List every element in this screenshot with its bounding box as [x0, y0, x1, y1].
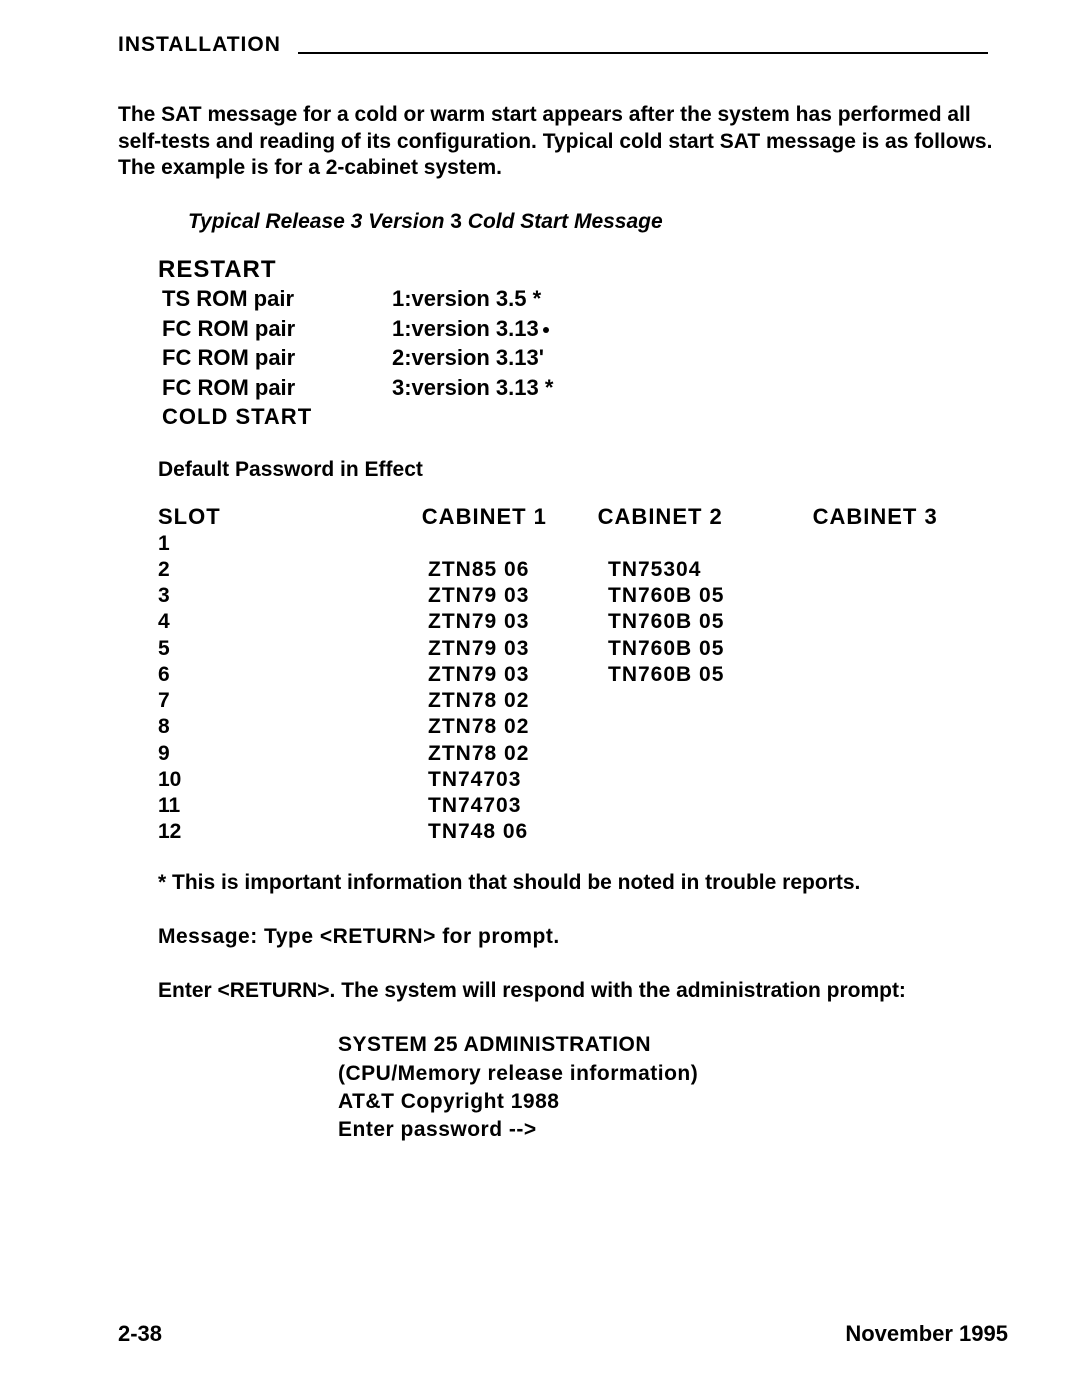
slot-num: 5: [158, 636, 428, 662]
slot-c2: TN760B 05: [608, 609, 828, 635]
table-row: 2ZTN85 06TN75304: [158, 557, 1008, 583]
table-row: 1: [158, 531, 1008, 557]
admin-line: Enter password -->: [338, 1117, 1008, 1143]
subtitle: Typical Release 3 Version 3 Cold Start M…: [188, 209, 1008, 235]
slot-c2: [608, 688, 828, 714]
restart-block: RESTART TS ROM pair 1:version 3.5 * FC R…: [158, 255, 1008, 433]
message-line: Message: Type <RETURN> for prompt.: [158, 924, 1008, 950]
restart-table: TS ROM pair 1:version 3.5 * FC ROM pair …: [162, 285, 553, 433]
slot-num: 1: [158, 531, 428, 557]
slot-c2: TN760B 05: [608, 636, 828, 662]
slot-c2: [608, 767, 828, 793]
table-row: 10TN74703: [158, 767, 1008, 793]
restart-value: 3:version 3.13 *: [392, 374, 553, 404]
restart-footer: COLD START: [162, 403, 392, 433]
slot-num: 8: [158, 714, 428, 740]
section-title: INSTALLATION: [118, 32, 291, 58]
table-row: 7ZTN78 02: [158, 688, 1008, 714]
col-header: CABINET 2: [598, 503, 813, 531]
slot-c1: ZTN85 06: [428, 557, 608, 583]
slot-num: 11: [158, 793, 428, 819]
page-footer: 2-38 November 1995: [118, 1320, 1008, 1348]
table-row: 12TN748 06: [158, 819, 1008, 845]
slot-num: 6: [158, 662, 428, 688]
slot-c1: ZTN79 03: [428, 662, 608, 688]
default-password-line: Default Password in Effect: [158, 457, 1008, 483]
document-page: INSTALLATION The SAT message for a cold …: [0, 0, 1080, 1395]
enter-line: Enter <RETURN>. The system will respond …: [158, 978, 1008, 1004]
slot-num: 12: [158, 819, 428, 845]
slot-num: 3: [158, 583, 428, 609]
admin-block: SYSTEM 25 ADMINISTRATION (CPU/Memory rel…: [338, 1032, 1008, 1143]
slot-c2: [608, 741, 828, 767]
col-header: CABINET 1: [422, 503, 598, 531]
footnote: * This is important information that sho…: [158, 870, 1008, 896]
restart-label: TS ROM pair: [162, 285, 392, 315]
slot-num: 10: [158, 767, 428, 793]
bullet-icon: [543, 327, 549, 333]
slot-c1: TN74703: [428, 767, 608, 793]
footer-date: November 1995: [845, 1320, 1008, 1348]
page-number: 2-38: [118, 1320, 162, 1348]
table-row: 3ZTN79 03TN760B 05: [158, 583, 1008, 609]
header-rule: [298, 52, 988, 54]
slot-c1: TN74703: [428, 793, 608, 819]
table-row: 11TN74703: [158, 793, 1008, 819]
slot-c1: ZTN78 02: [428, 741, 608, 767]
slot-num: 2: [158, 557, 428, 583]
slot-c2: [608, 819, 828, 845]
table-row: 4ZTN79 03TN760B 05: [158, 609, 1008, 635]
slot-table: SLOT CABINET 1 CABINET 2 CABINET 3 1 2ZT…: [158, 503, 1008, 846]
table-row: FC ROM pair 3:version 3.13 *: [162, 374, 553, 404]
empty-cell: [392, 403, 553, 433]
subtitle-part-mid: 3: [444, 210, 467, 233]
restart-label: FC ROM pair: [162, 344, 392, 374]
admin-line: AT&T Copyright 1988: [338, 1089, 1008, 1115]
slot-c2: [608, 714, 828, 740]
subtitle-part-2: Cold Start Message: [468, 210, 663, 233]
slot-c2: TN760B 05: [608, 662, 828, 688]
restart-value: 1:version 3.5 *: [392, 285, 553, 315]
slot-c1: ZTN78 02: [428, 714, 608, 740]
admin-line: (CPU/Memory release information): [338, 1061, 1008, 1087]
slot-num: 4: [158, 609, 428, 635]
slot-c2: [608, 531, 828, 557]
table-row: TS ROM pair 1:version 3.5 *: [162, 285, 553, 315]
slot-c1: [428, 531, 608, 557]
admin-line: SYSTEM 25 ADMINISTRATION: [338, 1032, 1008, 1058]
table-row: 6ZTN79 03TN760B 05: [158, 662, 1008, 688]
table-row: FC ROM pair 2:version 3.13': [162, 344, 553, 374]
restart-title: RESTART: [158, 255, 1008, 285]
table-row: 9ZTN78 02: [158, 741, 1008, 767]
page-header: INSTALLATION: [118, 32, 1008, 54]
restart-label: FC ROM pair: [162, 315, 392, 345]
restart-value: 1:version 3.13: [392, 315, 553, 345]
slot-c2: TN75304: [608, 557, 828, 583]
intro-paragraph: The SAT message for a cold or warm start…: [118, 102, 998, 181]
slot-c2: [608, 793, 828, 819]
col-header: CABINET 3: [813, 503, 1008, 531]
table-row: COLD START: [162, 403, 553, 433]
restart-value: 2:version 3.13': [392, 344, 553, 374]
slot-num: 9: [158, 741, 428, 767]
slot-c1: ZTN79 03: [428, 636, 608, 662]
slot-num: 7: [158, 688, 428, 714]
restart-value-text: 1:version 3.13: [392, 316, 539, 341]
col-header: SLOT: [158, 503, 422, 531]
slot-c2: TN760B 05: [608, 583, 828, 609]
table-row: 8ZTN78 02: [158, 714, 1008, 740]
slot-c1: TN748 06: [428, 819, 608, 845]
slot-c1: ZTN79 03: [428, 583, 608, 609]
table-row: 5ZTN79 03TN760B 05: [158, 636, 1008, 662]
slot-header-row: SLOT CABINET 1 CABINET 2 CABINET 3: [158, 503, 1008, 531]
subtitle-part-1: Typical Release 3 Version: [188, 210, 444, 233]
restart-label: FC ROM pair: [162, 374, 392, 404]
slot-c1: ZTN78 02: [428, 688, 608, 714]
slot-c1: ZTN79 03: [428, 609, 608, 635]
table-row: FC ROM pair 1:version 3.13: [162, 315, 553, 345]
